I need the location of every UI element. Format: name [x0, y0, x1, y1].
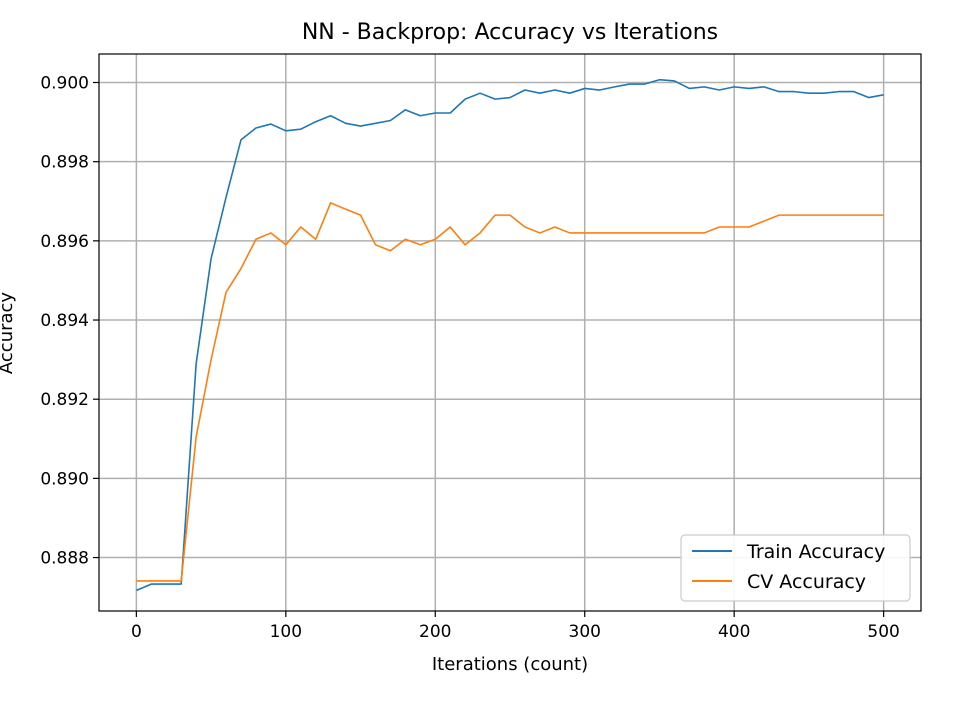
plot-area-frame	[98, 53, 922, 612]
y-tick-label: 0.890	[40, 469, 89, 489]
legend-label-cv-accuracy: CV Accuracy	[747, 571, 866, 593]
series-line-train-accuracy	[136, 78, 884, 592]
x-tick-label: 300	[569, 622, 601, 642]
legend-box	[680, 534, 911, 602]
x-axis-ticks: 0 100 200 300 400 500	[131, 611, 900, 642]
x-tick-label: 400	[718, 622, 750, 642]
series-lines	[136, 78, 884, 592]
legend-label-train-accuracy: Train Accuracy	[746, 541, 885, 563]
y-tick-label: 0.892	[40, 390, 89, 410]
x-axis-label: Iterations (count)	[432, 654, 588, 675]
x-tick-label: 200	[419, 622, 451, 642]
y-axis-ticks: 0.888 0.890 0.892 0.894 0.896 0.898 0.900	[40, 74, 99, 569]
series-line-cv-accuracy	[136, 202, 884, 582]
y-tick-label: 0.900	[40, 74, 89, 94]
y-tick-label: 0.888	[40, 549, 89, 569]
x-tick-label: 500	[867, 622, 899, 642]
chart-title: NN - Backprop: Accuracy vs Iterations	[302, 20, 718, 45]
y-tick-label: 0.894	[40, 311, 89, 331]
x-tick-label: 100	[270, 622, 302, 642]
y-axis-label: Accuracy	[0, 292, 17, 375]
legend: Train Accuracy CV Accuracy	[680, 534, 911, 602]
y-tick-label: 0.896	[40, 232, 89, 252]
y-tick-label: 0.898	[40, 153, 89, 173]
x-tick-label: 0	[131, 622, 142, 642]
